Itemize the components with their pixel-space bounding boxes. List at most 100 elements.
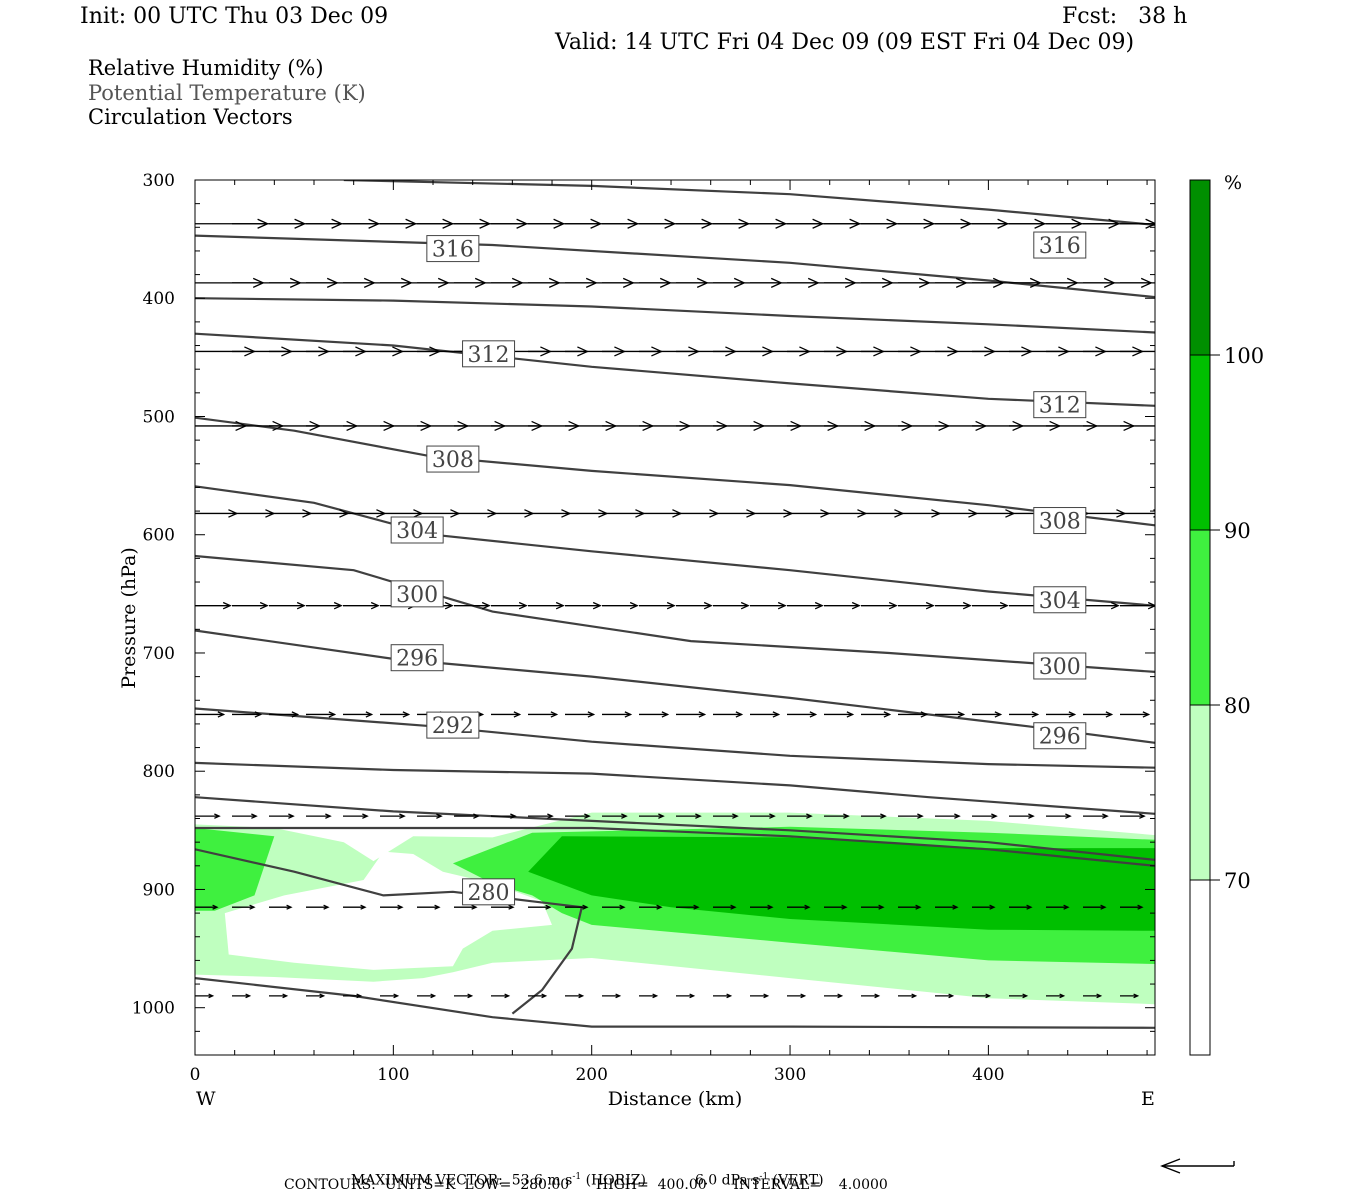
contour-label-300-0: 300 (390, 580, 444, 608)
vector-arrow (454, 813, 480, 819)
colorbar-level-label: 100 (1224, 344, 1264, 368)
x-tick-label: 100 (377, 1065, 409, 1085)
vector-arrow (750, 711, 781, 718)
svg-text:312: 312 (1039, 394, 1081, 419)
valid-time: Valid: 14 UTC Fri 04 Dec 09 (09 EST Fri … (555, 30, 1135, 55)
contour-label-280-0: 280 (462, 878, 516, 906)
vector-arrow (1083, 993, 1103, 999)
vector-arrow (232, 509, 276, 518)
colorbar-unit: % (1224, 172, 1242, 194)
vector-arrow (565, 509, 609, 518)
vector-arrow (713, 993, 733, 999)
contour-label-304-1: 304 (1033, 586, 1087, 614)
vector-arrow (269, 601, 306, 610)
colorbar-bin (1190, 705, 1210, 880)
vector-arrow (861, 601, 898, 610)
legend-vectors: Circulation Vectors (88, 105, 293, 129)
vector-arrow (1120, 993, 1140, 999)
contour-label-308-1: 308 (1033, 507, 1087, 535)
vector-arrow (528, 813, 554, 819)
vector-arrow (343, 813, 369, 819)
vector-arrow (565, 601, 602, 610)
vector-arrow (232, 904, 256, 910)
vector-arrow (528, 509, 572, 518)
vector-arrow (750, 993, 770, 999)
y-tick-label: 900 (143, 880, 175, 900)
vector-arrow (639, 601, 676, 610)
vector-arrow (269, 509, 313, 518)
vector-arrow (195, 601, 232, 610)
vector-arrow (861, 993, 881, 999)
vector-arrow (306, 509, 350, 518)
vector-arrow (1120, 904, 1144, 910)
vector-arrow (639, 993, 659, 999)
contour-label-316-1: 316 (1033, 231, 1087, 259)
vector-arrow (972, 813, 998, 819)
vector-arrow (1009, 993, 1029, 999)
vector-arrow (972, 993, 992, 999)
vector-arrow (787, 993, 807, 999)
reference-vector-arrow (1160, 1158, 1235, 1174)
vector-arrow (528, 601, 565, 610)
x-tick-label: 300 (774, 1065, 806, 1085)
vector-arrow (528, 993, 548, 999)
vector-arrow (1046, 993, 1066, 999)
y-tick-label: 700 (143, 644, 175, 664)
theta-contour-2 (195, 297, 1155, 334)
max-vector-label: MAXIMUM VECTOR: (350, 1172, 503, 1189)
vector-arrow (232, 601, 269, 610)
vector-arrow (195, 711, 226, 718)
max-vector-line: MAXIMUM VECTOR: 53.6 m s-1 (HORIZ) 6.0 d… (342, 1159, 824, 1188)
vector-arrow (195, 993, 215, 999)
west-label: W (196, 1088, 216, 1110)
y-tick-label: 300 (143, 171, 175, 191)
vector-arrow (491, 509, 535, 518)
y-tick-label: 400 (143, 289, 175, 309)
circulation-vectors (195, 218, 1155, 999)
contour-label-312-0: 312 (462, 340, 516, 368)
vector-arrow (1083, 711, 1114, 718)
vector-arrow (380, 813, 406, 819)
vector-arrow (1046, 711, 1077, 718)
colorbar-bin (1190, 530, 1210, 705)
vector-arrow (861, 711, 892, 718)
svg-text:300: 300 (1039, 655, 1081, 680)
y-tick-label: 1000 (132, 999, 175, 1019)
theta-contour-9 (195, 761, 1155, 815)
vector-arrow (1046, 813, 1072, 819)
theta-contour-292 (195, 707, 1155, 769)
init-time: Init: 00 UTC Thu 03 Dec 09 (80, 4, 389, 29)
vector-arrow (1009, 904, 1033, 910)
vector-arrow (602, 601, 639, 610)
vector-arrow (676, 601, 713, 610)
horiz-unit: (HORIZ) (585, 1172, 646, 1189)
vector-arrow (232, 711, 263, 718)
vector-arrow (306, 993, 326, 999)
y-tick-label: 600 (143, 526, 175, 546)
vector-arrow (861, 813, 887, 819)
vector-arrow (898, 711, 929, 718)
theta-contour-296 (195, 629, 1155, 744)
vector-arrow (824, 813, 850, 819)
vector-arrow (898, 509, 942, 518)
colorbar-level-label: 80 (1224, 694, 1251, 718)
vector-arrow (565, 993, 585, 999)
vector-arrow (935, 993, 955, 999)
vector-arrow (1120, 282, 1155, 284)
svg-text:292: 292 (432, 714, 474, 739)
vector-arrow (824, 711, 855, 718)
svg-text:280: 280 (468, 881, 510, 906)
max-vector-horiz: 53.6 m s (511, 1172, 573, 1189)
vector-arrow (787, 813, 813, 819)
vector-arrow (824, 601, 861, 610)
theta-contour-304 (195, 485, 1155, 607)
colorbar-bin (1190, 880, 1210, 1055)
vector-arrow (306, 813, 332, 819)
vector-arrow (1083, 813, 1109, 819)
vector-arrow (269, 711, 300, 718)
vector-arrow (676, 813, 702, 819)
vector-arrow (269, 813, 295, 819)
axes: 0 100 200 300 400 300 400 500 600 700 800 900 1000 (132, 171, 1155, 1085)
vector-arrow (195, 904, 219, 910)
